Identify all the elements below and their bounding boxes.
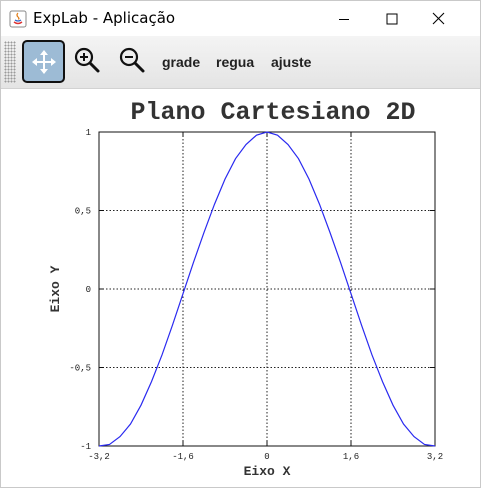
zoom-in-button[interactable] bbox=[67, 40, 107, 80]
move-arrows-icon bbox=[31, 49, 56, 74]
grade-button[interactable]: grade bbox=[162, 54, 201, 70]
title-bar: ExpLab - Aplicação bbox=[1, 1, 480, 36]
maximize-icon bbox=[386, 13, 398, 24]
pan-tool-button[interactable] bbox=[22, 40, 65, 83]
toolbar-grip[interactable] bbox=[4, 41, 16, 83]
x-tick-label: 1,6 bbox=[343, 452, 359, 462]
window-title: ExpLab - Aplicação bbox=[33, 9, 176, 27]
y-tick-label: 0 bbox=[86, 285, 91, 295]
close-button[interactable] bbox=[415, 1, 461, 36]
zoom-out-button[interactable] bbox=[112, 40, 152, 80]
zoom-in-icon bbox=[74, 47, 100, 73]
regua-button[interactable]: regua bbox=[216, 54, 255, 70]
x-tick-label: -1,6 bbox=[172, 452, 194, 462]
x-tick-label: 0 bbox=[264, 452, 269, 462]
x-tick-label: 3,2 bbox=[427, 452, 443, 462]
y-axis-label: Eixo Y bbox=[48, 265, 63, 312]
y-tick-label: 0,5 bbox=[75, 207, 91, 217]
axis-ticks: -3,2 -1,6 0 1,6 3,2 -1 -0,5 0 0,5 1 bbox=[69, 128, 443, 462]
x-tick-label: -3,2 bbox=[88, 452, 110, 462]
minimize-button[interactable] bbox=[321, 1, 367, 36]
grid-lines bbox=[99, 132, 435, 446]
x-axis-label: Eixo X bbox=[244, 464, 291, 479]
java-app-icon bbox=[9, 10, 27, 28]
series-layer bbox=[98, 131, 436, 447]
maximize-button[interactable] bbox=[369, 1, 415, 36]
y-tick-label: -1 bbox=[80, 442, 91, 452]
ajuste-button[interactable]: ajuste bbox=[271, 54, 312, 70]
y-tick-label: 1 bbox=[86, 128, 91, 138]
zoom-out-icon bbox=[119, 47, 145, 73]
plot-area[interactable]: Plano Cartesiano 2D -3,2 -1,6 0 1,6 3,2 -1 -0,… bbox=[1, 89, 480, 487]
chart-title: Plano Cartesiano 2D bbox=[130, 98, 415, 127]
cartesian-chart[interactable]: Plano Cartesiano 2D -3,2 -1,6 0 1,6 3,2 -1 -0,… bbox=[1, 89, 480, 487]
toolbar: grade regua ajuste bbox=[1, 36, 480, 89]
close-icon bbox=[432, 12, 444, 25]
y-tick-label: -0,5 bbox=[69, 364, 91, 374]
minimize-icon bbox=[339, 18, 349, 20]
series-line bbox=[98, 131, 436, 447]
